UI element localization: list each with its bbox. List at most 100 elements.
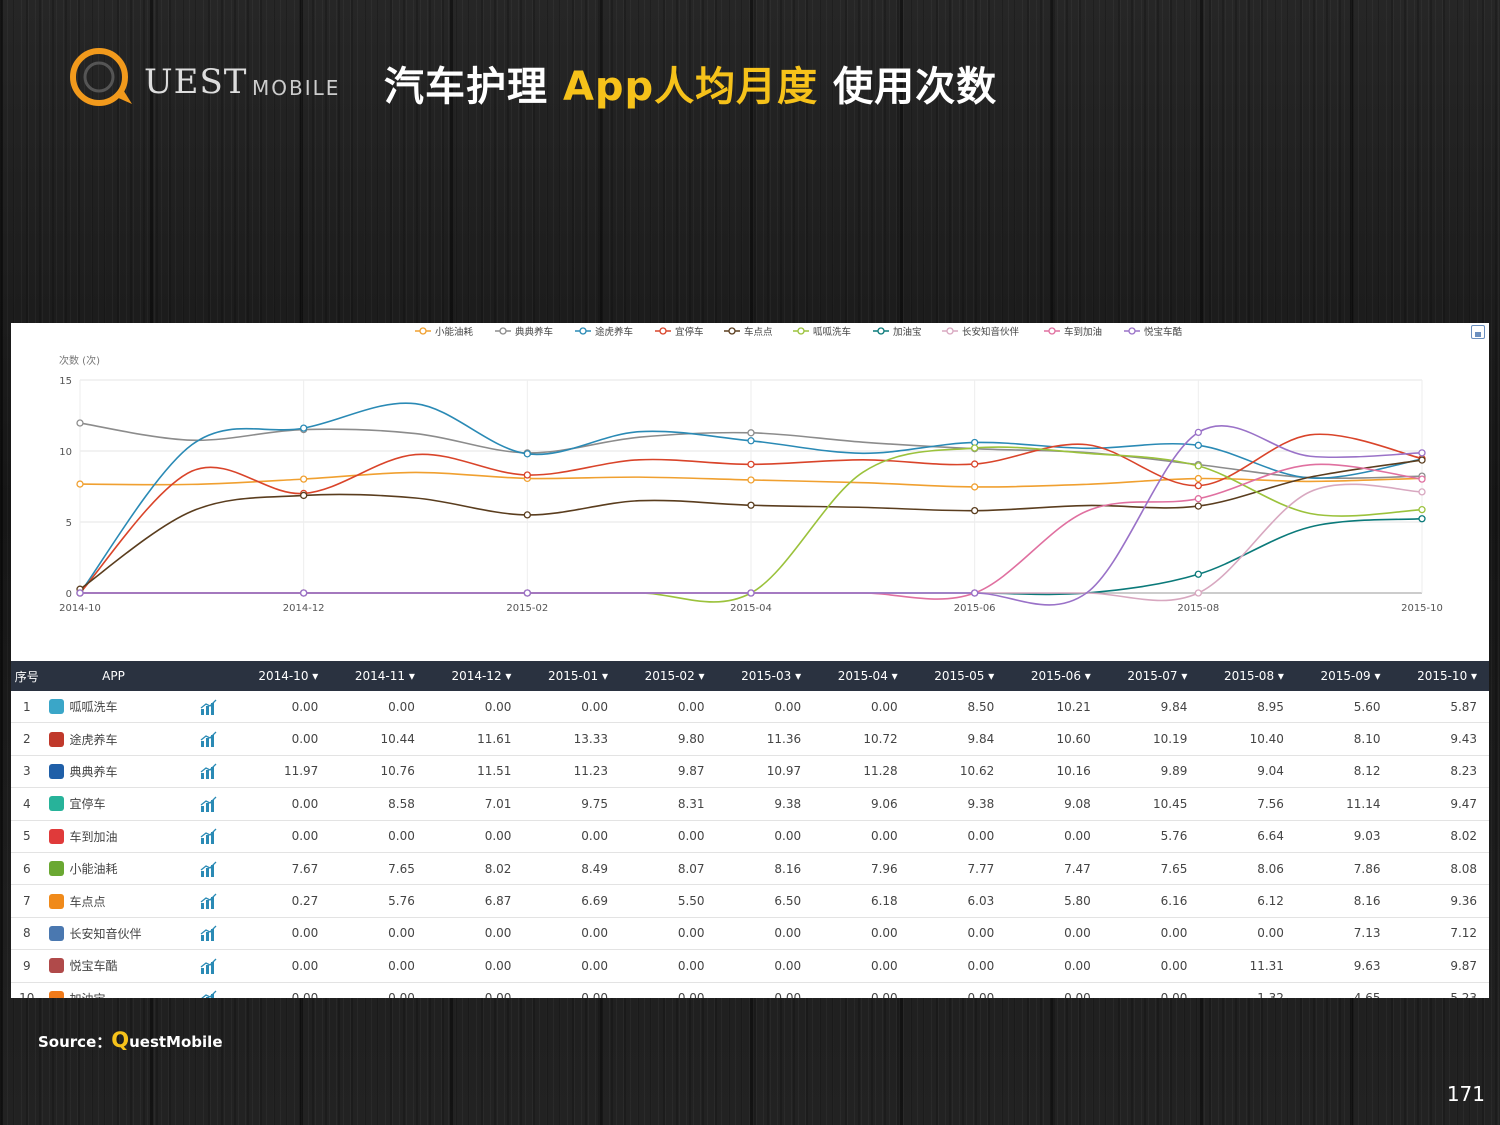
- header-month[interactable]: 2014-11 ▾: [354, 669, 415, 683]
- trend-chart-icon[interactable]: [200, 731, 218, 748]
- save-image-icon[interactable]: [1471, 325, 1485, 339]
- header-month[interactable]: 2015-08 ▾: [1223, 669, 1284, 683]
- data-point: [523, 589, 531, 597]
- header-month[interactable]: 2014-12 ▾: [451, 669, 512, 683]
- data-point: [300, 475, 308, 483]
- header-month[interactable]: 2015-07 ▾: [1127, 669, 1188, 683]
- header-month[interactable]: 2015-01 ▾: [548, 669, 608, 683]
- row-value: 11.61: [477, 732, 512, 747]
- trend-chart-icon[interactable]: [200, 828, 218, 845]
- x-tick-label: 2015-04: [730, 603, 772, 614]
- partner-icon: [48, 925, 64, 941]
- trend-chart-icon[interactable]: [200, 699, 218, 715]
- row-value: 0.00: [388, 958, 415, 973]
- legend-item: 途虎养车: [575, 326, 633, 338]
- trend-chart-icon[interactable]: [200, 861, 218, 877]
- row-value: 8.49: [581, 861, 608, 876]
- row-trend[interactable]: [184, 731, 233, 748]
- header-month[interactable]: 2015-10 ▾: [1417, 669, 1478, 683]
- car-wash-icon: [48, 699, 64, 715]
- row-value: 8.02: [1450, 829, 1478, 844]
- car-care-icon: [48, 763, 64, 779]
- table-row: 6 小能油耗 7.67 7.65 8.02 8.49 8.07 8.16 7.96 7.77 7.4…: [11, 853, 1489, 886]
- row-value: 10.97: [766, 764, 802, 779]
- trend-chart-icon[interactable]: [200, 893, 218, 910]
- row-value: 0.00: [774, 829, 802, 844]
- row-trend[interactable]: [184, 763, 233, 780]
- row-app: 宜停车: [43, 795, 185, 812]
- legend-marker: [877, 327, 885, 335]
- app-name[interactable]: 途虎养车: [69, 732, 118, 747]
- legend-item: 车到加油: [1044, 326, 1102, 338]
- row-trend[interactable]: [184, 893, 233, 910]
- source-q: Q: [111, 1028, 130, 1052]
- app-name[interactable]: 悦宝车酷: [69, 959, 118, 974]
- row-trend[interactable]: [184, 925, 233, 942]
- header-month[interactable]: 2015-06 ▾: [1030, 669, 1091, 683]
- row-value: 0.00: [870, 829, 898, 844]
- header-month[interactable]: 2015-05 ▾: [934, 669, 995, 683]
- legend-item: 宜停车: [655, 326, 704, 338]
- row-value: 9.75: [581, 796, 608, 811]
- legend-label: 长安知音伙伴: [962, 326, 1020, 338]
- row-value: 5.76: [388, 894, 415, 909]
- source-label: Source：: [38, 1033, 112, 1051]
- table-row: 10加油宝0.000.000.000.000.000.000.000.000.0…: [11, 983, 1489, 998]
- row-value: 0.00: [774, 926, 802, 941]
- row-index: 3: [22, 764, 31, 779]
- trend-chart-icon[interactable]: [200, 796, 218, 812]
- row-value: 0.00: [1064, 926, 1091, 941]
- app-name[interactable]: 典典养车: [69, 764, 118, 779]
- app-name[interactable]: 加油宝: [70, 990, 106, 998]
- app-name[interactable]: 长安知音伙伴: [69, 926, 142, 941]
- row-value: 10.16: [1056, 764, 1091, 779]
- row-trend[interactable]: [184, 861, 233, 877]
- row-value: 6.87: [484, 894, 512, 909]
- data-point: [1194, 474, 1202, 483]
- data-point: [1194, 481, 1202, 490]
- trend-chart-icon[interactable]: [200, 763, 218, 780]
- app-name[interactable]: 小能油耗: [69, 862, 118, 877]
- row-trend[interactable]: [184, 990, 233, 998]
- row-trend[interactable]: [184, 699, 233, 715]
- data-point: [76, 419, 84, 427]
- row-value: 8.16: [774, 861, 802, 876]
- row-value: 10.60: [1056, 732, 1091, 747]
- row-index: 9: [22, 958, 31, 973]
- row-value: 0.00: [291, 829, 319, 844]
- app-name[interactable]: 呱呱洗车: [69, 700, 118, 715]
- header-app: APP: [102, 669, 125, 683]
- row-value: 11.14: [1346, 796, 1381, 811]
- row-value: 0.00: [1103, 991, 1200, 998]
- row-value: 0.00: [234, 991, 331, 998]
- app-name[interactable]: 车到加油: [69, 829, 118, 844]
- row-trend[interactable]: [184, 796, 233, 812]
- header-month[interactable]: 2015-02 ▾: [644, 669, 705, 683]
- legend-label: 宜停车: [675, 326, 704, 338]
- row-value: 1.32: [1199, 991, 1296, 998]
- row-value: 11.97: [283, 764, 319, 779]
- car-club-icon: [48, 958, 64, 974]
- row-value: 7.12: [1450, 926, 1478, 941]
- chart-panel: 0 5 10 15 次数 (次) 2014-10 2014-12 2015-02 2015-04…: [11, 323, 1489, 661]
- data-point: [1418, 449, 1426, 457]
- row-value: 0.00: [291, 732, 319, 747]
- trend-chart-icon[interactable]: [200, 958, 218, 974]
- row-value: 6.64: [1257, 829, 1284, 844]
- row-trend[interactable]: [184, 828, 233, 845]
- row-value: 7.56: [1257, 796, 1284, 811]
- row-value: 0.00: [388, 926, 415, 941]
- header-month[interactable]: 2014-10 ▾: [258, 669, 319, 683]
- header-month[interactable]: 2015-04 ▾: [837, 669, 898, 683]
- row-trend[interactable]: [184, 958, 233, 974]
- row-value: 8.95: [1257, 699, 1284, 714]
- data-point: [971, 483, 979, 491]
- header-month[interactable]: 2015-09 ▾: [1320, 669, 1381, 683]
- row-value: 0.00: [677, 699, 705, 714]
- app-name[interactable]: 宜停车: [69, 797, 106, 812]
- trend-chart-icon[interactable]: [200, 990, 218, 998]
- header-month[interactable]: 2015-03 ▾: [741, 669, 802, 683]
- page-number: 171: [1446, 1082, 1485, 1106]
- app-name[interactable]: 车点点: [69, 894, 106, 909]
- trend-chart-icon[interactable]: [200, 925, 218, 942]
